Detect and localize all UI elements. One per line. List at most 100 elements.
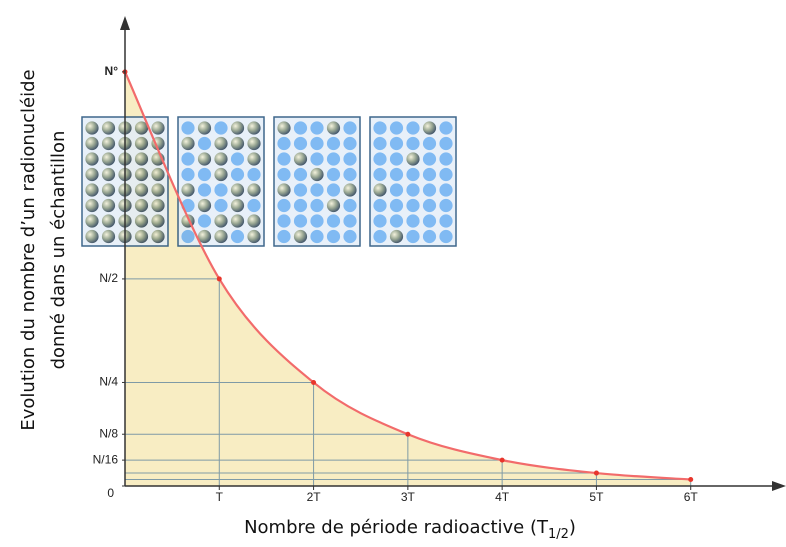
nucleus-active xyxy=(326,198,341,213)
nucleus-decayed xyxy=(310,121,324,135)
nucleus-active xyxy=(343,183,357,197)
nucleus-decayed xyxy=(293,121,308,135)
nucleus-decayed xyxy=(197,183,212,197)
nucleus-active xyxy=(214,229,228,244)
y-tick-label: N/8 xyxy=(99,426,118,440)
nucleus-decayed xyxy=(439,214,453,228)
nucleus-decayed xyxy=(373,198,387,213)
nucleus-active xyxy=(293,229,308,244)
nucleus-active xyxy=(247,214,261,228)
nucleus-decayed xyxy=(406,136,420,151)
nucleus-active xyxy=(151,198,165,213)
nucleus-active xyxy=(134,198,149,213)
x-axis-label: Nombre de période radioactive (T1/2) xyxy=(244,517,576,542)
nucleus-decayed xyxy=(343,136,357,151)
x-tick-label: T xyxy=(216,490,224,504)
nucleus-decayed xyxy=(197,214,212,228)
nucleus-decayed xyxy=(181,152,195,166)
nucleus-decayed xyxy=(197,167,212,182)
nucleus-decayed xyxy=(293,167,308,182)
nucleus-decayed xyxy=(310,229,324,244)
nucleus-active xyxy=(389,229,404,244)
nucleus-active xyxy=(101,183,116,197)
nucleus-active xyxy=(422,121,437,135)
nucleus-decayed xyxy=(373,136,387,151)
nucleus-decayed xyxy=(181,229,195,244)
nucleus-active xyxy=(247,121,261,135)
y-tick-label: N/16 xyxy=(93,452,119,466)
nucleus-decayed xyxy=(293,214,308,228)
nucleus-active xyxy=(101,121,116,135)
nucleus-decayed xyxy=(389,136,404,151)
nucleus-decayed xyxy=(373,214,387,228)
nucleus-decayed xyxy=(326,183,341,197)
nucleus-decayed xyxy=(422,152,437,166)
nucleus-decayed xyxy=(439,121,453,135)
nucleus-active xyxy=(101,152,116,166)
atom-panels xyxy=(81,116,457,247)
x-tick-label: 6T xyxy=(684,490,699,504)
nucleus-decayed xyxy=(406,121,420,135)
nucleus-decayed xyxy=(326,136,341,151)
nucleus-decayed xyxy=(326,229,341,244)
nucleus-active xyxy=(85,229,99,244)
line xyxy=(123,71,691,481)
nucleus-decayed xyxy=(406,214,420,228)
y-axis-label: donné dans un échantillon xyxy=(48,131,69,370)
nucleus-decayed xyxy=(230,167,245,182)
nucleus-decayed xyxy=(293,183,308,197)
nucleus-decayed xyxy=(439,136,453,151)
nucleus-active xyxy=(85,198,99,213)
nucleus-decayed xyxy=(389,214,404,228)
nucleus-decayed xyxy=(343,229,357,244)
point xyxy=(216,276,222,282)
nucleus-active xyxy=(214,136,228,151)
nucleus-decayed xyxy=(422,136,437,151)
nucleus-active xyxy=(101,167,116,182)
nucleus-decayed xyxy=(230,152,245,166)
point xyxy=(499,457,505,463)
nucleus-decayed xyxy=(197,136,212,151)
nucleus-active xyxy=(326,121,341,135)
point xyxy=(593,470,599,476)
nucleus-active xyxy=(230,121,245,135)
nucleus-decayed xyxy=(310,198,324,213)
nucleus-decayed xyxy=(373,167,387,182)
nucleus-active xyxy=(247,183,261,197)
nucleus-decayed xyxy=(181,167,195,182)
x-axis-label-subscript: 1/2 xyxy=(548,527,569,542)
nucleus-active xyxy=(181,183,195,197)
nucleus-active xyxy=(134,121,149,135)
nucleus-decayed xyxy=(277,167,291,182)
x-axis-arrow xyxy=(772,481,786,491)
nucleus-decayed xyxy=(422,229,437,244)
nucleus-decayed xyxy=(293,136,308,151)
nucleus-decayed xyxy=(389,167,404,182)
nucleus-active xyxy=(85,136,99,151)
nucleus-decayed xyxy=(277,198,291,213)
nucleus-decayed xyxy=(389,152,404,166)
y-tick-label: N/2 xyxy=(99,271,118,285)
nucleus-active xyxy=(85,214,99,228)
nucleus-active xyxy=(197,229,212,244)
y-tick-label: 0 xyxy=(107,486,114,500)
nucleus-active xyxy=(230,136,245,151)
nucleus-active xyxy=(373,183,387,197)
nucleus-active xyxy=(101,136,116,151)
nucleus-active xyxy=(197,152,212,166)
nucleus-decayed xyxy=(439,198,453,213)
nucleus-decayed xyxy=(439,183,453,197)
nucleus-active xyxy=(197,198,212,213)
nucleus-decayed xyxy=(293,198,308,213)
nucleus-active xyxy=(230,183,245,197)
nucleus-decayed xyxy=(310,136,324,151)
nucleus-decayed xyxy=(343,121,357,135)
nucleus-decayed xyxy=(389,183,404,197)
nucleus-active xyxy=(151,214,165,228)
nucleus-active xyxy=(214,167,228,182)
nucleus-decayed xyxy=(214,121,228,135)
nucleus-active xyxy=(85,167,99,182)
nucleus-decayed xyxy=(326,167,341,182)
y-axis-arrow xyxy=(120,16,130,30)
nucleus-decayed xyxy=(406,229,420,244)
